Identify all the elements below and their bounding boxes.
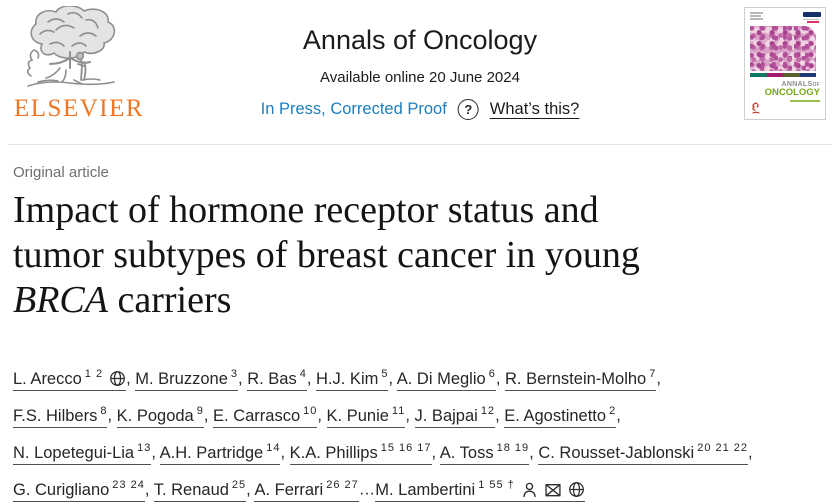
- cover-issue-info: [750, 12, 763, 21]
- whats-this-link[interactable]: What’s this?: [489, 99, 580, 118]
- cover-tagline: [790, 99, 820, 102]
- author-link[interactable]: H.J. Kim 5: [316, 368, 389, 391]
- globe-icon: [110, 370, 126, 386]
- author-link[interactable]: M. Lambertini 1 55 †: [375, 479, 585, 502]
- author-link[interactable]: K. Pogoda 9: [116, 405, 204, 428]
- email-corresponding-author-icon: [545, 483, 561, 496]
- journal-title-link[interactable]: Annals of Oncology: [302, 25, 538, 55]
- article-title: Impact of hormone receptor status and tum…: [13, 189, 640, 321]
- cover-elsevier-mark-icon: [752, 102, 760, 114]
- cover-masthead-top: [750, 12, 821, 24]
- elsevier-tree-icon: [26, 6, 116, 87]
- author-link[interactable]: M. Bruzzone 3: [135, 368, 239, 391]
- author-list: L. Arecco 1 2 , M. Bruzzone 3, R. Bas 4, H.…: [13, 358, 828, 504]
- cover-histology-image: [750, 26, 816, 71]
- author-link[interactable]: G. Curigliano 23 24: [13, 479, 145, 502]
- elsevier-logo[interactable]: ELSEVIER: [14, 6, 145, 122]
- question-circle-icon: ?: [457, 98, 479, 120]
- author-link[interactable]: K.A. Phillips 15 16 17: [289, 442, 432, 465]
- elsevier-wordmark: ELSEVIER: [14, 95, 145, 122]
- author-link[interactable]: R. Bas 4: [247, 368, 307, 391]
- globe-icon: [568, 481, 584, 497]
- author-link[interactable]: C. Rousset-Jablonski 20 21 22: [538, 442, 749, 465]
- author-link[interactable]: E. Carrasco 10: [213, 405, 318, 428]
- article-main: Original article Impact of hormone recep…: [13, 164, 828, 504]
- available-online-date: Available online 20 June 2024: [320, 68, 520, 86]
- journal-header: Annals of Oncology Available online 20 J…: [260, 25, 580, 120]
- author-link[interactable]: A. Di Meglio 6: [396, 368, 496, 391]
- author-link[interactable]: K. Punie 11: [326, 405, 406, 428]
- journal-cover-thumbnail[interactable]: ANNALSOF ONCOLOGY: [744, 7, 826, 120]
- cover-journal-name: ANNALSOF ONCOLOGY: [750, 81, 821, 102]
- author-link[interactable]: J. Bajpai 12: [414, 405, 496, 428]
- status-row: In Press, Corrected Proof ? What’s this?: [260, 98, 580, 120]
- author-link[interactable]: L. Arecco 1 2: [13, 368, 127, 391]
- author-link[interactable]: A. Ferrari 26 27: [254, 479, 359, 502]
- author-link[interactable]: E. Agostinetto 2: [504, 405, 617, 428]
- cover-color-band: [750, 73, 816, 77]
- author-link[interactable]: N. Lopetegui-Lia 13: [13, 442, 152, 465]
- author-link[interactable]: F.S. Hilbers 8: [13, 405, 108, 428]
- article-type-label: Original article: [13, 164, 109, 181]
- author-link[interactable]: T. Renaud 25: [153, 479, 247, 502]
- author-profile-icon: [522, 482, 536, 497]
- author-link[interactable]: A. Toss 18 19: [439, 442, 530, 465]
- header-divider: [8, 144, 832, 145]
- esmo-logo: [803, 12, 821, 23]
- cover-oncology-text: ONCOLOGY: [764, 87, 820, 98]
- author-link[interactable]: A.H. Partridge 14: [159, 442, 281, 465]
- author-link[interactable]: R. Bernstein-Molho 7: [505, 368, 657, 391]
- in-press-link[interactable]: In Press, Corrected Proof: [260, 99, 447, 118]
